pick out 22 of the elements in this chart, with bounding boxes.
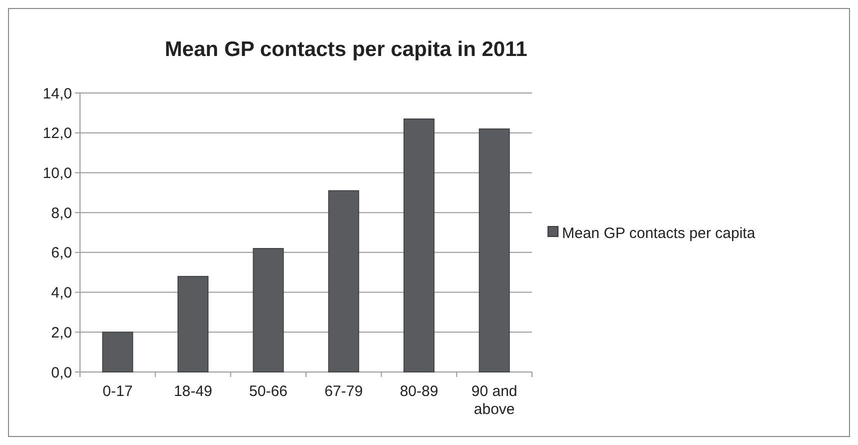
y-tick-label: 10,0 xyxy=(42,164,72,182)
bar xyxy=(328,190,360,372)
legend-label: Mean GP contacts per capita xyxy=(562,224,756,242)
y-tick-label: 14,0 xyxy=(42,85,72,102)
bar xyxy=(252,248,284,372)
bar xyxy=(478,128,510,372)
chart-title: Mean GP contacts per capita in 2011 xyxy=(164,38,528,61)
y-tick-label: 2,0 xyxy=(51,324,72,342)
bar xyxy=(102,332,134,372)
x-tick-label: 67-79 xyxy=(324,383,363,400)
y-tick-label: 8,0 xyxy=(51,204,72,222)
x-tick-label: 50-66 xyxy=(249,383,288,400)
x-tick-label: 80-89 xyxy=(400,383,438,400)
y-tick-label: 0,0 xyxy=(51,364,72,382)
y-tick-label: 6,0 xyxy=(51,244,72,262)
y-tick-label: 4,0 xyxy=(51,284,72,302)
x-tick-label: 0-17 xyxy=(102,383,133,400)
y-tick-label: 12,0 xyxy=(42,125,72,142)
x-tick-label: 18-49 xyxy=(174,383,212,400)
bar xyxy=(178,276,208,372)
bar xyxy=(404,118,434,372)
x-tick-label: 90 and above xyxy=(471,383,518,418)
